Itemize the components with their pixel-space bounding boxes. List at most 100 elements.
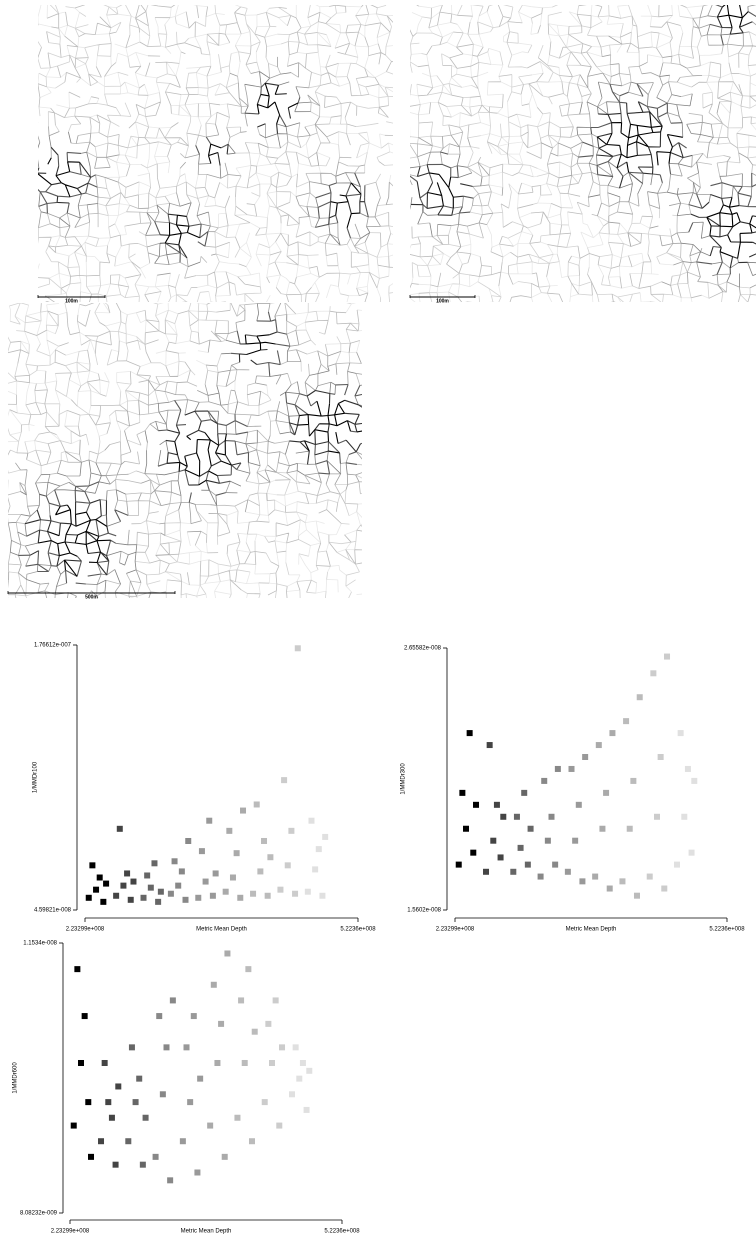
point bbox=[93, 887, 99, 893]
point bbox=[634, 893, 640, 899]
point bbox=[180, 1138, 186, 1144]
point bbox=[203, 879, 209, 885]
point bbox=[273, 997, 279, 1003]
point bbox=[207, 1123, 213, 1129]
point bbox=[296, 1076, 302, 1082]
point bbox=[545, 838, 551, 844]
point bbox=[487, 742, 493, 748]
point bbox=[100, 899, 106, 905]
point bbox=[160, 1091, 166, 1097]
point bbox=[576, 802, 582, 808]
point bbox=[197, 1076, 203, 1082]
point bbox=[494, 802, 500, 808]
point bbox=[187, 1099, 193, 1105]
point bbox=[82, 1013, 88, 1019]
point bbox=[300, 1060, 306, 1066]
point bbox=[234, 1115, 240, 1121]
y-tick-label: 4.59821e-008 bbox=[34, 908, 72, 914]
point bbox=[304, 1107, 310, 1113]
point bbox=[151, 860, 157, 866]
point bbox=[153, 1154, 159, 1160]
point bbox=[265, 893, 271, 899]
point bbox=[276, 1123, 282, 1129]
point bbox=[136, 1076, 142, 1082]
y-tick-label: 8.08232e-009 bbox=[20, 1211, 58, 1217]
point bbox=[555, 766, 561, 772]
point bbox=[459, 790, 465, 796]
point bbox=[175, 883, 181, 889]
point bbox=[102, 1060, 108, 1066]
point bbox=[664, 654, 670, 660]
point bbox=[661, 886, 667, 892]
street-map bbox=[35, 2, 412, 319]
page: 100m100m500m4.59821e-0081.76612e-0072.23… bbox=[0, 0, 756, 1240]
point bbox=[637, 694, 643, 700]
point bbox=[144, 872, 150, 878]
point bbox=[647, 874, 653, 880]
point bbox=[518, 845, 524, 851]
point bbox=[257, 868, 263, 874]
point bbox=[592, 874, 598, 880]
point bbox=[143, 1115, 149, 1121]
point bbox=[230, 875, 236, 881]
point bbox=[619, 878, 625, 884]
scatter-plot: 1.5602e-0082.65582e-0082.23299e+0085.223… bbox=[401, 646, 746, 933]
point bbox=[113, 893, 119, 899]
point bbox=[117, 826, 123, 832]
point bbox=[295, 645, 301, 651]
point bbox=[129, 1044, 135, 1050]
scale-label: 500m bbox=[85, 594, 98, 600]
point bbox=[305, 889, 311, 895]
point bbox=[456, 862, 462, 868]
point bbox=[262, 1099, 268, 1105]
figure: 100m100m500m4.59821e-0081.76612e-0072.23… bbox=[0, 0, 756, 1240]
point bbox=[565, 869, 571, 875]
point bbox=[473, 802, 479, 808]
point bbox=[521, 790, 527, 796]
point bbox=[128, 897, 134, 903]
point bbox=[156, 1013, 162, 1019]
point bbox=[289, 1091, 295, 1097]
y-tick-label: 1.76612e-007 bbox=[34, 643, 72, 649]
point bbox=[549, 814, 555, 820]
y-tick-label: 2.65582e-008 bbox=[404, 646, 442, 652]
point bbox=[467, 730, 473, 736]
street-map bbox=[5, 300, 381, 617]
point bbox=[630, 778, 636, 784]
point bbox=[285, 862, 291, 868]
point bbox=[78, 1060, 84, 1066]
point bbox=[249, 1138, 255, 1144]
point bbox=[237, 895, 243, 901]
point bbox=[133, 1099, 139, 1105]
point bbox=[627, 826, 633, 832]
point bbox=[109, 1115, 115, 1121]
point bbox=[500, 814, 506, 820]
point bbox=[308, 818, 314, 824]
point bbox=[105, 1099, 111, 1105]
point bbox=[252, 1029, 258, 1035]
point bbox=[288, 828, 294, 834]
y-tick-label: 1.1534e-008 bbox=[23, 941, 57, 947]
point bbox=[240, 808, 246, 814]
point bbox=[528, 826, 534, 832]
point bbox=[155, 899, 161, 905]
point bbox=[261, 838, 267, 844]
point bbox=[183, 897, 189, 903]
point bbox=[184, 1044, 190, 1050]
point bbox=[191, 1013, 197, 1019]
point bbox=[277, 887, 283, 893]
point bbox=[525, 862, 531, 868]
point bbox=[312, 866, 318, 872]
point bbox=[98, 1138, 104, 1144]
y-tick-label: 1.5602e-008 bbox=[407, 908, 441, 914]
point bbox=[141, 895, 147, 901]
point bbox=[245, 966, 251, 972]
point bbox=[569, 766, 575, 772]
point bbox=[319, 893, 325, 899]
x-axis-label: Metric Mean Depth bbox=[566, 927, 617, 933]
x-tick-label: 5.2236e+008 bbox=[340, 927, 376, 933]
point bbox=[541, 778, 547, 784]
point bbox=[483, 869, 489, 875]
point bbox=[596, 742, 602, 748]
point bbox=[265, 1021, 271, 1027]
